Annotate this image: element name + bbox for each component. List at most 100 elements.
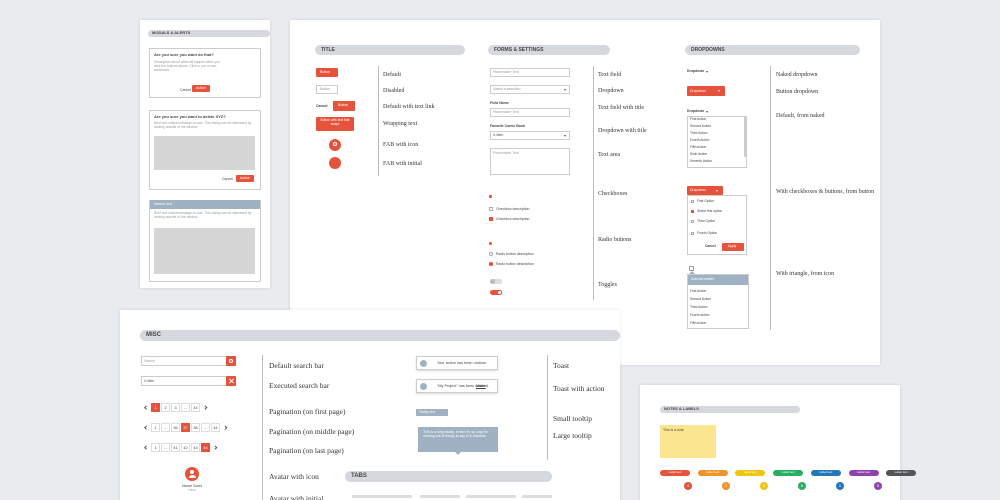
page-button[interactable]: [151, 403, 160, 412]
button-label[interactable]: Button with text that wraps: [320, 118, 350, 126]
page-button[interactable]: [181, 423, 190, 432]
button-label[interactable]: Dropdown: [690, 188, 706, 192]
checkbox[interactable]: [691, 232, 694, 235]
triangle-icon[interactable]: [689, 266, 694, 271]
apply-button[interactable]: [722, 243, 744, 251]
avatar-name: Name Goes: [181, 484, 203, 488]
modal-action[interactable]: [236, 175, 254, 182]
menu-item[interactable]: Third Action: [690, 131, 708, 135]
placeholder: Placeholder Text: [493, 151, 519, 155]
section-title: MODALS & ALERTS: [152, 30, 191, 35]
page-number[interactable]: 38: [193, 425, 198, 430]
dropdown[interactable]: [490, 131, 570, 140]
button-label[interactable]: Dropdown: [690, 88, 706, 93]
page-button[interactable]: [161, 443, 170, 452]
component-label: Pagination (on first page): [269, 407, 346, 416]
radio[interactable]: [489, 262, 493, 266]
modal-action[interactable]: [192, 85, 210, 92]
modal-cancel[interactable]: Cancel: [222, 177, 233, 181]
modal-body: Brief non-critical message to user. This…: [154, 121, 252, 129]
page-number[interactable]: 42: [183, 445, 188, 450]
page-number[interactable]: ...: [163, 425, 168, 430]
page-number[interactable]: 3: [174, 405, 177, 410]
menu-item[interactable]: First Action: [690, 117, 707, 121]
checkbox[interactable]: [489, 207, 493, 211]
menu-item[interactable]: Seventh Action: [690, 159, 712, 163]
page-number[interactable]: 41: [173, 445, 178, 450]
fab[interactable]: [329, 157, 341, 169]
text-link[interactable]: Cancel: [316, 104, 328, 108]
toggle[interactable]: [490, 290, 502, 295]
menu-item[interactable]: Second Action: [690, 297, 712, 301]
toggle[interactable]: [490, 279, 502, 284]
section-bar: [685, 45, 860, 55]
modal-action-label[interactable]: Action: [240, 176, 250, 180]
page-number[interactable]: ...: [183, 405, 188, 410]
button-label[interactable]: Apply: [728, 244, 737, 248]
page-number[interactable]: 2: [164, 405, 167, 410]
page-button[interactable]: [191, 403, 200, 412]
modal-action-label[interactable]: Action: [196, 86, 206, 90]
checkbox[interactable]: [691, 210, 694, 213]
page-button[interactable]: [181, 403, 190, 412]
dropdown[interactable]: [490, 85, 570, 94]
button-label[interactable]: Button: [320, 70, 331, 74]
page-number[interactable]: 1: [154, 405, 157, 410]
page-button[interactable]: [201, 443, 210, 452]
menu-item[interactable]: First Action: [690, 289, 707, 293]
naked-dropdown[interactable]: Dropdown: [687, 109, 705, 113]
page-button[interactable]: [201, 423, 210, 432]
button[interactable]: [316, 68, 338, 77]
page-button[interactable]: [181, 443, 190, 452]
toast-action[interactable]: Undo: [476, 384, 486, 388]
page-button[interactable]: [151, 423, 160, 432]
menu-item[interactable]: Fifth Action: [690, 321, 707, 325]
menu-item[interactable]: Fourth Action: [690, 138, 710, 142]
page-number[interactable]: 36: [173, 425, 178, 430]
radio[interactable]: [489, 242, 492, 245]
page-number[interactable]: 43: [193, 445, 198, 450]
button-label[interactable]: Button: [338, 103, 349, 107]
component-label: Button dropdown: [776, 89, 819, 95]
page-button[interactable]: [151, 443, 160, 452]
button-dropdown[interactable]: [687, 86, 725, 96]
page-button[interactable]: [211, 423, 220, 432]
search-button[interactable]: [226, 356, 236, 366]
page-number[interactable]: 44: [193, 405, 198, 410]
menu-item[interactable]: Third Action: [690, 305, 708, 309]
button[interactable]: [333, 101, 355, 111]
tooltip-pointer: [455, 452, 461, 455]
checkbox[interactable]: [489, 195, 492, 198]
page-number[interactable]: 1: [154, 445, 157, 450]
menu-item[interactable]: Second Action: [690, 124, 712, 128]
page-button[interactable]: [161, 403, 170, 412]
caret: [718, 90, 720, 92]
checkbox[interactable]: [691, 220, 694, 223]
page-button[interactable]: [171, 423, 180, 432]
page-button[interactable]: [171, 403, 180, 412]
page-number[interactable]: 37: [183, 425, 188, 430]
page-number[interactable]: 1: [154, 425, 157, 430]
checkbox[interactable]: [489, 217, 493, 221]
component-label: Dropdown with title: [598, 128, 647, 134]
component-label: With checkboxes & buttons, from button: [776, 189, 875, 195]
page-number[interactable]: 44: [203, 445, 208, 450]
modal-cancel[interactable]: Cancel: [180, 88, 191, 92]
page-button[interactable]: [161, 423, 170, 432]
button[interactable]: [316, 117, 354, 131]
page-button[interactable]: [191, 443, 200, 452]
page-number[interactable]: ...: [163, 445, 168, 450]
naked-dropdown[interactable]: Dropdown: [687, 69, 705, 73]
radio[interactable]: [489, 252, 493, 256]
menu-item[interactable]: Fourth Action: [690, 313, 710, 317]
checkbox[interactable]: [691, 200, 694, 203]
alert-header: [150, 200, 260, 209]
menu-cancel[interactable]: Cancel: [705, 244, 716, 248]
page-button[interactable]: [171, 443, 180, 452]
page-number[interactable]: 44: [213, 425, 218, 430]
menu-item[interactable]: Sixth Action: [690, 152, 708, 156]
page-button[interactable]: [191, 423, 200, 432]
page-number[interactable]: ...: [203, 425, 208, 430]
menu-item[interactable]: Fifth Action: [690, 145, 707, 149]
button-dropdown[interactable]: [687, 186, 723, 195]
